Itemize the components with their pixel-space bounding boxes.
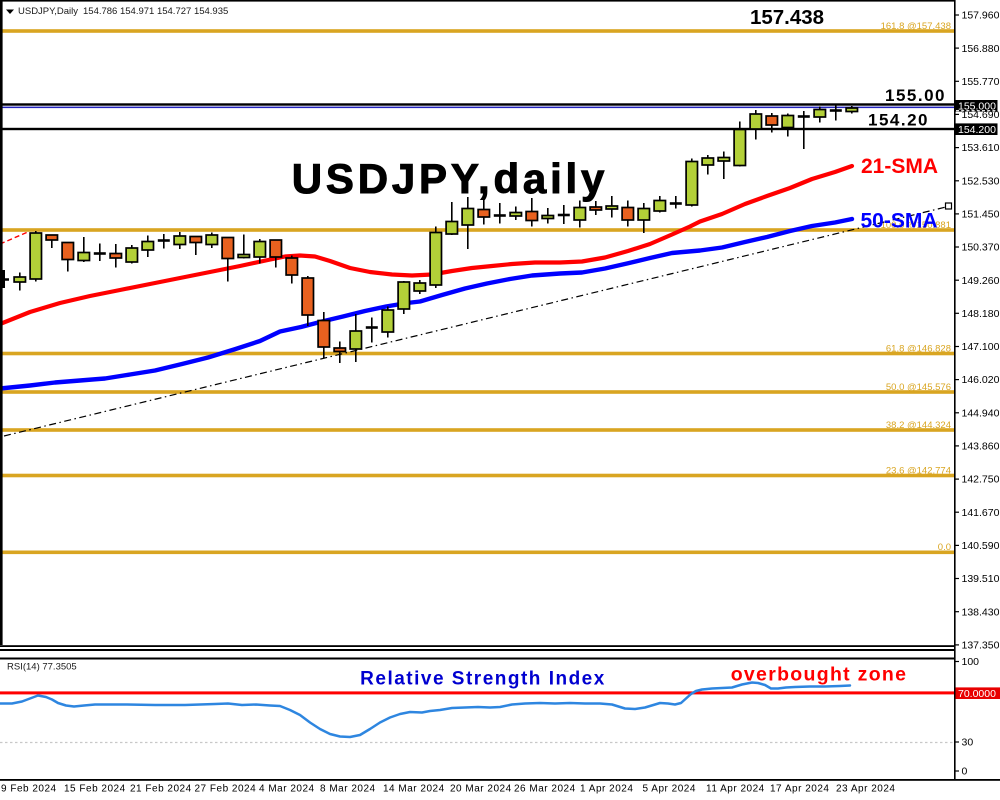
svg-text:154.200: 154.200	[958, 124, 996, 136]
svg-text:15 Feb 2024: 15 Feb 2024	[64, 784, 126, 795]
svg-text:20 Mar 2024: 20 Mar 2024	[450, 784, 512, 795]
svg-text:155.00: 155.00	[885, 86, 946, 105]
svg-text:141.670: 141.670	[962, 507, 1000, 519]
svg-text:100: 100	[962, 656, 980, 668]
svg-text:0.0: 0.0	[938, 542, 951, 553]
svg-text:61.8 @146.828: 61.8 @146.828	[886, 343, 951, 354]
svg-text:151.450: 151.450	[962, 209, 1000, 221]
svg-text:154.690: 154.690	[962, 109, 1000, 121]
svg-text:137.350: 137.350	[962, 640, 1000, 652]
svg-text:153.610: 153.610	[962, 142, 1000, 154]
svg-text:5 Apr 2024: 5 Apr 2024	[643, 784, 696, 795]
svg-text:147.100: 147.100	[962, 341, 1000, 353]
svg-text:154.786 154.971 154.727 154.93: 154.786 154.971 154.727 154.935	[83, 6, 228, 17]
svg-text:149.260: 149.260	[962, 275, 1000, 287]
svg-text:9 Feb 2024: 9 Feb 2024	[1, 784, 57, 795]
svg-text:148.180: 148.180	[962, 308, 1000, 320]
svg-text:11 Apr 2024: 11 Apr 2024	[706, 784, 765, 795]
svg-text:70.0000: 70.0000	[958, 688, 996, 700]
svg-text:Relative Strength Index: Relative Strength Index	[360, 669, 606, 690]
svg-text:8 Mar 2024: 8 Mar 2024	[320, 784, 376, 795]
svg-text:21 Feb 2024: 21 Feb 2024	[130, 784, 192, 795]
svg-text:0: 0	[962, 766, 968, 778]
svg-text:142.750: 142.750	[962, 474, 1000, 486]
svg-text:38.2 @144.324: 38.2 @144.324	[886, 420, 951, 431]
svg-text:26 Mar 2024: 26 Mar 2024	[514, 784, 576, 795]
svg-text:23.6 @142.774: 23.6 @142.774	[886, 465, 951, 476]
svg-text:4 Mar 2024: 4 Mar 2024	[259, 784, 315, 795]
svg-text:154.20: 154.20	[868, 111, 929, 130]
svg-text:50-SMA: 50-SMA	[860, 210, 937, 233]
svg-text:14 Mar 2024: 14 Mar 2024	[383, 784, 445, 795]
svg-text:100.0 @150.881: 100.0 @150.881	[881, 220, 951, 231]
svg-text:138.430: 138.430	[962, 606, 1000, 618]
svg-text:161.8 @157.438: 161.8 @157.438	[881, 21, 951, 32]
svg-text:156.880: 156.880	[962, 43, 1000, 55]
svg-text:150.370: 150.370	[962, 242, 1000, 254]
svg-text:23 Apr 2024: 23 Apr 2024	[836, 784, 895, 795]
svg-text:17 Apr 2024: 17 Apr 2024	[770, 784, 829, 795]
svg-text:1 Apr 2024: 1 Apr 2024	[580, 784, 633, 795]
svg-text:143.860: 143.860	[962, 441, 1000, 453]
svg-text:139.510: 139.510	[962, 573, 1000, 585]
svg-text:146.020: 146.020	[962, 374, 1000, 386]
svg-text:USDJPY,Daily: USDJPY,Daily	[18, 6, 78, 17]
svg-text:21-SMA: 21-SMA	[861, 155, 938, 178]
svg-text:155.770: 155.770	[962, 76, 1000, 88]
svg-text:30: 30	[962, 737, 974, 749]
svg-text:overbought zone: overbought zone	[731, 664, 908, 686]
svg-text:RSI(14) 77.3505: RSI(14) 77.3505	[7, 662, 77, 673]
svg-text:144.940: 144.940	[962, 407, 1000, 419]
svg-text:152.530: 152.530	[962, 175, 1000, 187]
svg-text:157.960: 157.960	[962, 10, 1000, 22]
svg-text:155.000: 155.000	[958, 100, 996, 112]
svg-text:140.590: 140.590	[962, 540, 1000, 552]
svg-text:USDJPY,daily: USDJPY,daily	[292, 155, 608, 202]
svg-text:50.0 @145.576: 50.0 @145.576	[886, 382, 951, 393]
svg-text:157.438: 157.438	[750, 6, 824, 29]
svg-text:27 Feb 2024: 27 Feb 2024	[195, 784, 257, 795]
